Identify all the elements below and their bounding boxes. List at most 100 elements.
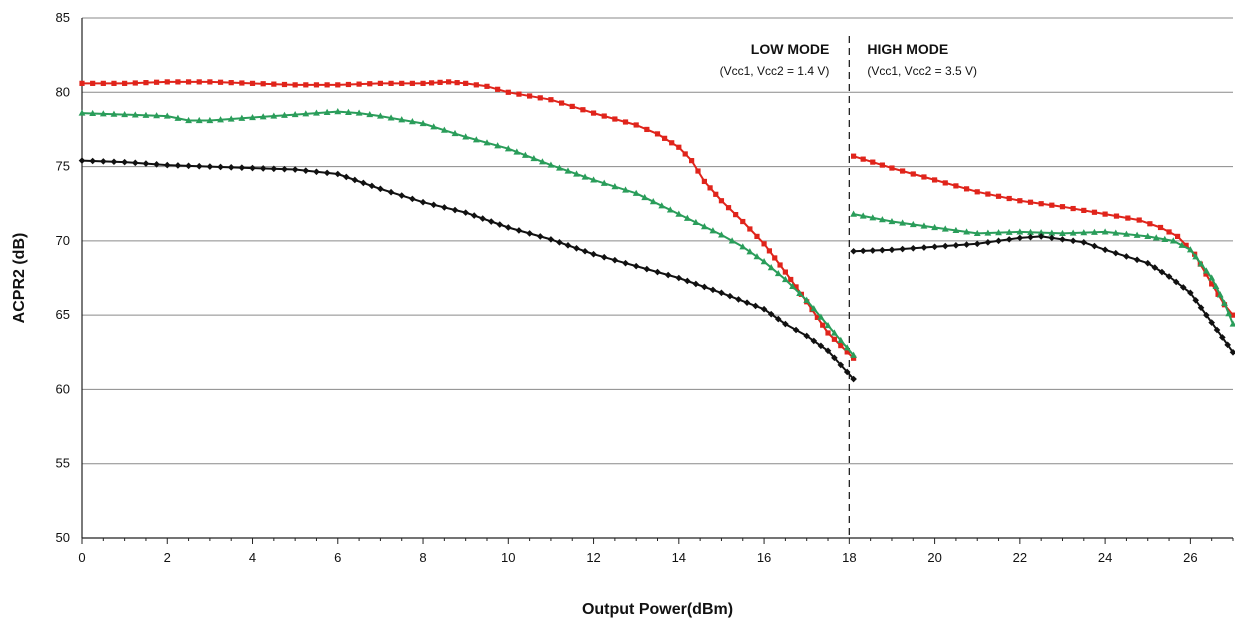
- data-point: [366, 110, 374, 118]
- data-point: [1038, 201, 1044, 207]
- data-point: [931, 243, 938, 251]
- data-point: [494, 142, 502, 149]
- data-point: [1113, 213, 1120, 219]
- data-point: [985, 191, 991, 197]
- data-point: [963, 228, 970, 235]
- data-point: [153, 112, 161, 119]
- data-point: [1187, 289, 1194, 297]
- data-point: [952, 242, 960, 249]
- data-point: [271, 81, 277, 87]
- data-point: [1081, 207, 1087, 213]
- data-point: [131, 111, 139, 118]
- data-point: [78, 109, 86, 116]
- data-point: [941, 242, 949, 250]
- data-point: [1049, 202, 1055, 208]
- data-point: [110, 158, 118, 166]
- data-series: [78, 79, 1235, 383]
- data-point: [377, 112, 384, 119]
- data-point: [573, 170, 580, 177]
- data-point: [632, 262, 640, 270]
- data-point: [1125, 215, 1131, 221]
- data-point: [676, 144, 682, 150]
- data-point: [1048, 234, 1056, 242]
- data-point: [1080, 229, 1088, 236]
- y-tick-label: 65: [56, 307, 70, 322]
- data-point: [632, 189, 640, 196]
- data-point: [900, 168, 906, 174]
- data-point: [869, 214, 877, 221]
- data-point: [463, 80, 469, 86]
- data-point: [428, 80, 435, 86]
- data-point: [888, 217, 896, 225]
- data-point: [666, 206, 674, 213]
- data-point: [303, 82, 309, 88]
- data-point: [122, 80, 128, 86]
- grid-lines: [82, 17, 1233, 539]
- data-point: [692, 280, 700, 288]
- data-point: [837, 336, 845, 343]
- data-point: [995, 229, 1002, 236]
- data-point: [270, 165, 278, 173]
- data-point: [504, 145, 512, 152]
- data-point: [1059, 204, 1066, 210]
- data-point: [1016, 228, 1024, 235]
- data-point: [1212, 282, 1220, 290]
- data-point: [767, 264, 775, 271]
- data-point: [569, 103, 575, 109]
- data-point: [820, 322, 826, 328]
- data-point: [831, 336, 838, 342]
- data-point: [1102, 211, 1108, 217]
- data-point: [1208, 274, 1216, 281]
- data-point: [600, 179, 608, 186]
- data-point: [399, 80, 405, 86]
- data-point: [249, 80, 256, 86]
- data-point: [859, 212, 867, 219]
- data-point: [803, 296, 811, 303]
- data-point: [548, 97, 554, 103]
- data-point: [870, 159, 876, 165]
- data-point: [1192, 253, 1200, 260]
- data-point: [345, 81, 352, 88]
- data-point: [718, 289, 725, 297]
- data-point: [1203, 311, 1210, 319]
- data-point: [195, 116, 203, 124]
- data-point: [89, 109, 97, 117]
- data-point: [1144, 232, 1152, 239]
- data-point: [446, 79, 452, 85]
- data-point: [79, 80, 85, 86]
- data-point: [217, 79, 224, 85]
- data-point: [377, 80, 384, 86]
- data-point: [1101, 246, 1109, 254]
- data-point: [766, 248, 773, 254]
- series-line: [853, 235, 1234, 353]
- data-point: [239, 80, 245, 86]
- data-point: [973, 240, 981, 248]
- data-point: [739, 243, 747, 250]
- data-point: [817, 342, 825, 350]
- data-point: [536, 233, 544, 240]
- data-point: [843, 344, 851, 351]
- data-point: [850, 247, 857, 255]
- data-point: [899, 219, 907, 226]
- data-point: [788, 276, 794, 283]
- high-mode-title: HIGH MODE: [867, 41, 948, 57]
- data-point: [622, 186, 629, 193]
- data-point: [701, 178, 707, 185]
- data-point: [889, 165, 895, 171]
- data-point: [228, 80, 234, 86]
- data-point: [441, 204, 448, 211]
- data-point: [952, 226, 960, 234]
- data-point: [740, 218, 746, 225]
- data-point: [1144, 259, 1152, 267]
- data-point: [451, 129, 459, 137]
- data-point: [1229, 320, 1235, 327]
- data-point: [789, 282, 796, 290]
- data-point: [920, 222, 928, 229]
- data-point: [143, 80, 149, 86]
- data-point: [387, 188, 395, 196]
- data-point: [387, 114, 395, 121]
- data-point: [100, 80, 106, 86]
- data-point: [1183, 242, 1189, 248]
